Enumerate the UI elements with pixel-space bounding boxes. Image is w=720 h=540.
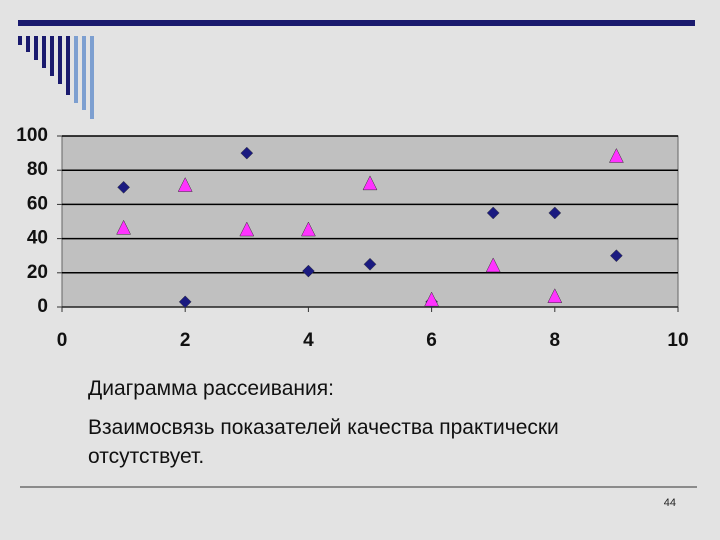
point [240, 146, 254, 160]
point [362, 175, 378, 191]
point [486, 206, 500, 220]
point [177, 177, 193, 192]
caption-line: Взаимосвязь показателей качества практич… [88, 416, 559, 439]
point [608, 147, 624, 163]
point [302, 264, 315, 278]
point [239, 221, 255, 237]
point [300, 221, 316, 237]
caption-line: Диаграмма рассеивания: [88, 377, 334, 400]
y-tick-label: 0 [37, 296, 48, 317]
x-tick-label: 10 [667, 330, 688, 351]
y-tick-label: 100 [16, 125, 48, 146]
y-tick-label: 80 [27, 159, 48, 180]
point [610, 249, 623, 263]
x-tick-label: 4 [303, 330, 314, 351]
point [363, 257, 377, 271]
decoration [18, 20, 697, 488]
x-tick-label: 2 [180, 330, 191, 351]
x-tick-label: 8 [550, 330, 561, 351]
point [485, 257, 501, 273]
x-tick-label: 0 [57, 330, 68, 351]
point [116, 219, 132, 235]
point [424, 291, 440, 307]
point [117, 180, 130, 194]
chart: 0 20 40 60 80 100 0 2 4 6 8 10 [16, 125, 688, 351]
x-tick-label: 6 [426, 330, 437, 351]
caption-line: отсутствует. [88, 445, 204, 468]
point [547, 288, 563, 303]
y-tick-label: 20 [27, 262, 48, 283]
y-tick-label: 60 [27, 193, 48, 214]
point [178, 295, 192, 309]
page-number: 44 [664, 497, 676, 509]
y-tick-label: 40 [27, 228, 48, 249]
plot-area [61, 135, 679, 308]
point [548, 206, 562, 220]
